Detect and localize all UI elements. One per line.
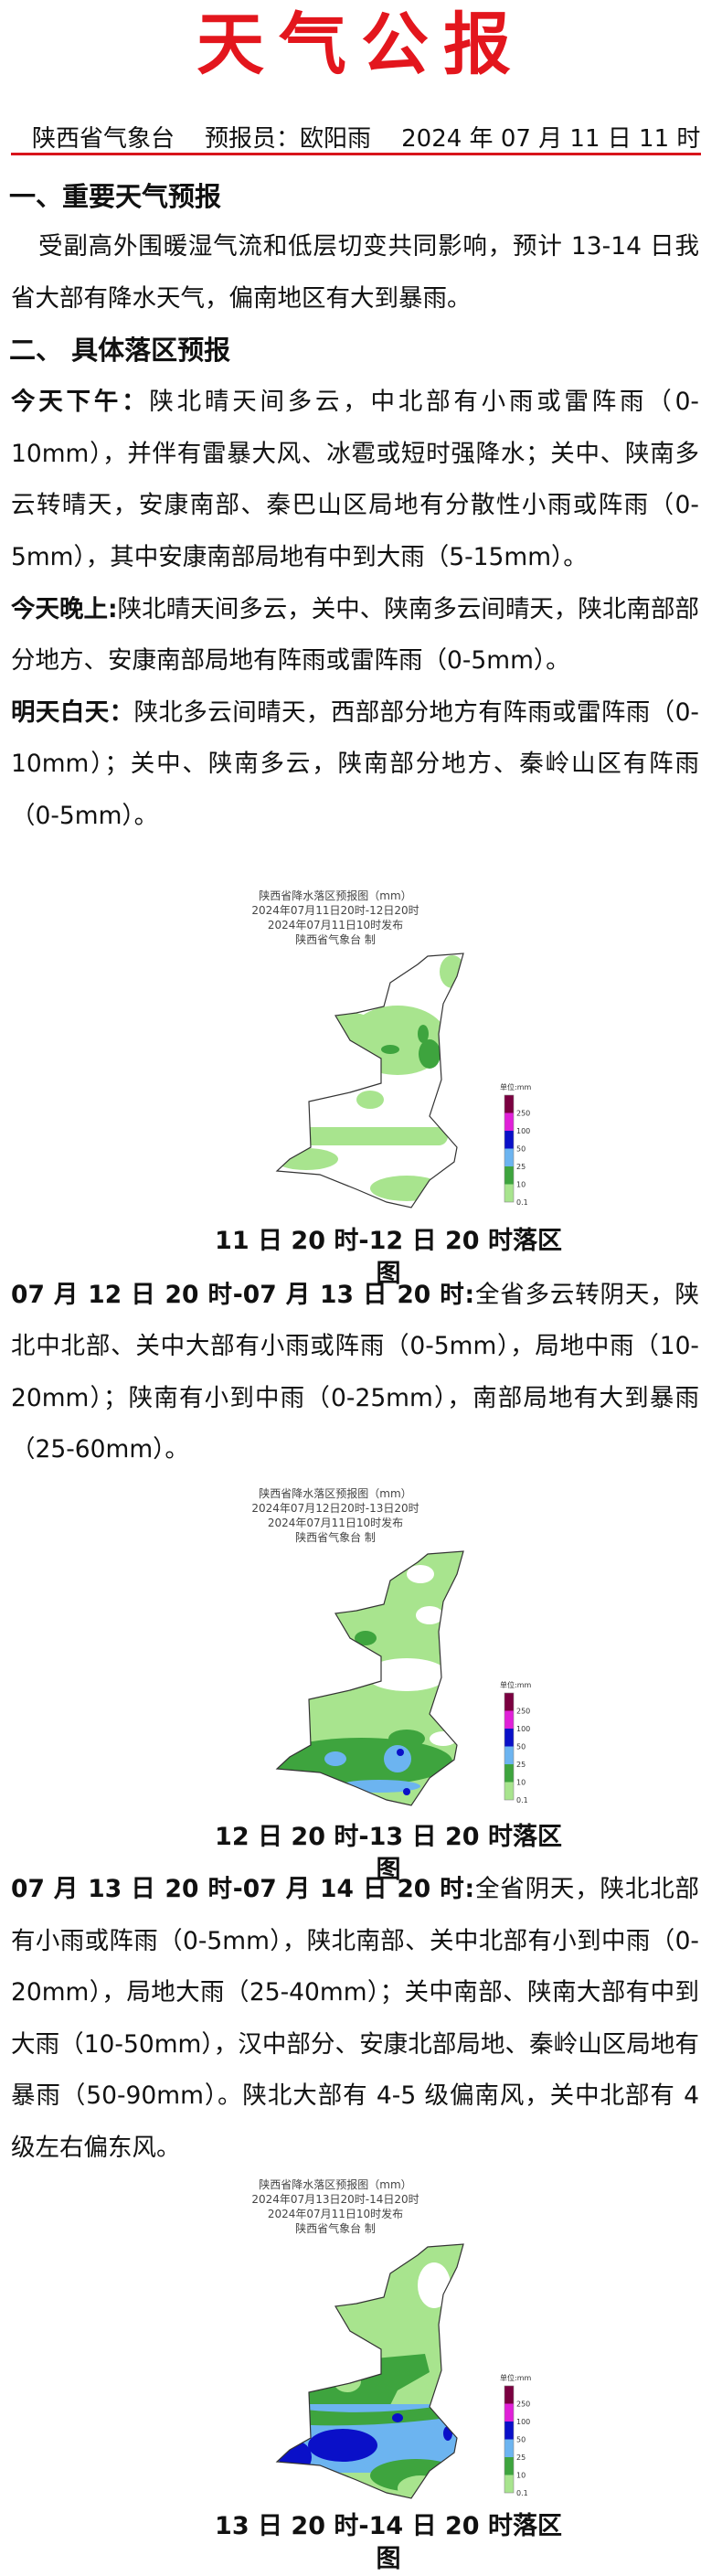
period-label: 07 月 13 日 20 时-07 月 14 日 20 时:	[11, 1874, 475, 1903]
legend-label: 25	[516, 1761, 526, 1769]
legend-swatch	[504, 1728, 514, 1747]
map-period: 2024年07月12日20时-13日20时	[251, 1501, 419, 1515]
legend-label: 10	[516, 1778, 526, 1786]
legend-label: 100	[516, 1127, 530, 1135]
period-label: 今天下午：	[11, 388, 150, 417]
map-maker: 陕西省气象台 制	[295, 2222, 376, 2236]
legend: 单位:mm 250 100 50 25 10 0.1	[500, 2373, 531, 2497]
map-maker: 陕西省气象台 制	[295, 1530, 376, 1544]
legend-label: 10	[516, 2472, 526, 2480]
period-today-afternoon: 今天下午：陕北晴天间多云，中北部有小雨或雷阵雨（0-10mm），并伴有雷暴大风、…	[11, 377, 699, 583]
legend-swatch	[504, 1782, 514, 1800]
legend: 单位:mm 250 100 50 25 10 0.1	[500, 1082, 531, 1207]
period-label: 明天白天：	[11, 697, 134, 727]
period-tomorrow-day: 明天白天：陕北多云间晴天，西部部分地方有阵雨或雷阵雨（0-10mm）；关中、陕南…	[11, 687, 699, 843]
legend-swatch	[504, 1166, 514, 1185]
legend-label: 250	[516, 1707, 530, 1715]
legend-border	[504, 1094, 515, 1202]
map3-caption: 13 日 20 时-14 日 20 时落区图	[215, 2512, 562, 2574]
period-12-13: 07 月 12 日 20 时-07 月 13 日 20 时:全省多云转阴天，陕北…	[11, 1270, 699, 1476]
map3-figure: 陕西省降水落区预报图（mm） 2024年07月13日20时-14日20时 202…	[0, 2177, 722, 2573]
legend-border	[504, 1692, 515, 1801]
legend-label: 0.1	[516, 1198, 528, 1207]
map-issued: 2024年07月11日10时发布	[267, 918, 404, 931]
map-issued: 2024年07月11日10时发布	[267, 1516, 404, 1529]
period-tonight: 今天晚上:陕北晴天间多云，关中、陕南多云间晴天，陕北南部部分地方、安康南部局地有…	[11, 584, 699, 687]
section2-heading: 二、 具体落区预报	[9, 335, 231, 367]
map3-header: 陕西省降水落区预报图（mm） 2024年07月13日20时-14日20时 202…	[198, 2177, 472, 2236]
map-maker: 陕西省气象台 制	[295, 932, 376, 946]
period-text: 陕北晴天间多云，中北部有小雨或雷阵雨（0-10mm），并伴有雷暴大风、冰雹或短时…	[11, 388, 699, 571]
legend-unit: 单位:mm	[500, 1680, 531, 1689]
period-13-14: 07 月 13 日 20 时-07 月 14 日 20 时:全省阴天，陕北北部有…	[11, 1864, 699, 2175]
legend-label: 50	[516, 1742, 526, 1751]
legend-label: 50	[516, 2436, 526, 2444]
legend-label: 0.1	[516, 2489, 528, 2497]
map1-caption: 11 日 20 时-12 日 20 时落区图	[215, 1226, 562, 1288]
map1-precipitation: 单位:mm 250 100 50 25 10 0.1	[276, 952, 531, 1208]
legend-label: 100	[516, 2418, 530, 2426]
section1-heading: 一、重要天气预报	[9, 181, 222, 212]
period-label: 07 月 12 日 20 时-07 月 13 日 20 时:	[11, 1280, 475, 1309]
legend-label: 0.1	[516, 1796, 528, 1804]
legend-swatch	[504, 2422, 514, 2440]
map2-precipitation: 单位:mm 250 100 50 25 10 0.1	[276, 1550, 531, 1806]
period-text: 全省阴天，陕北北部有小雨或阵雨（0-5mm），陕北南部、关中北部有小到中雨（0-…	[11, 1874, 700, 2162]
legend-swatch	[504, 2403, 514, 2422]
legend-swatch	[504, 1710, 514, 1729]
section1-text: 受副高外围暖湿气流和低层切变共同影响，预计 13-14 日我省大部有降水天气，偏…	[11, 232, 699, 313]
legend-swatch	[504, 1184, 514, 1202]
bulletin-title: 天气公报	[196, 5, 526, 84]
legend-swatch	[504, 2439, 514, 2458]
legend-unit: 单位:mm	[500, 1082, 531, 1091]
legend-swatch	[504, 2457, 514, 2475]
map2-caption: 12 日 20 时-13 日 20 时落区图	[215, 1822, 562, 1884]
period-label: 今天晚上:	[11, 594, 118, 623]
legend-label: 10	[516, 1180, 526, 1188]
period-text: 陕北多云间晴天，西部部分地方有阵雨或雷阵雨（0-10mm）；关中、陕南多云，陕南…	[11, 697, 699, 830]
legend-unit: 单位:mm	[500, 2373, 531, 2382]
map1-header: 陕西省降水落区预报图（mm） 2024年07月11日20时-12日20时 202…	[198, 889, 472, 947]
period-text: 全省多云转阴天，陕北中北部、关中大部有小雨或阵雨（0-5mm），局地中雨（10-…	[11, 1280, 700, 1464]
legend-swatch	[504, 1112, 514, 1131]
map-title: 陕西省降水落区预报图（mm）	[259, 2178, 412, 2192]
bulletin: 天气公报 陕西省气象台 预报员：欧阳雨 2024 年 07 月 11 日 11 …	[0, 4, 722, 2573]
map2-figure: 陕西省降水落区预报图（mm） 2024年07月12日20时-13日20时 202…	[0, 1486, 722, 1884]
legend-swatch	[504, 1094, 514, 1113]
legend-label: 25	[516, 1163, 526, 1171]
legend-swatch	[504, 2386, 514, 2404]
legend-swatch	[504, 1692, 514, 1711]
issuer-line: 陕西省气象台 预报员：欧阳雨 2024 年 07 月 11 日 11 时	[11, 126, 701, 155]
period-text: 陕北晴天间多云，关中、陕南多云间晴天，陕北南部部分地方、安康南部局地有阵雨或雷阵…	[11, 594, 699, 676]
map-issued: 2024年07月11日10时发布	[267, 2208, 404, 2221]
legend-swatch	[504, 1130, 514, 1149]
legend-swatch	[504, 1148, 514, 1166]
map3-precipitation: 单位:mm 250 100 50 25 10 0.1	[276, 2243, 531, 2500]
legend: 单位:mm 250 100 50 25 10 0.1	[500, 1680, 531, 1804]
legend-label: 25	[516, 2454, 526, 2462]
legend-swatch	[504, 1746, 514, 1764]
map-title: 陕西省降水落区预报图（mm）	[259, 889, 412, 902]
legend-label: 250	[516, 1109, 530, 1117]
legend-label: 50	[516, 1144, 526, 1153]
legend-label: 100	[516, 1725, 530, 1733]
map1-figure: 陕西省降水落区预报图（mm） 2024年07月11日20时-12日20时 202…	[0, 889, 722, 1288]
legend-label: 250	[516, 2400, 530, 2409]
map-period: 2024年07月11日20时-12日20时	[251, 903, 419, 917]
legend-swatch	[504, 1763, 514, 1783]
legend-swatch	[504, 2475, 514, 2494]
map-title: 陕西省降水落区预报图（mm）	[259, 1486, 412, 1500]
map-period: 2024年07月13日20时-14日20时	[251, 2193, 419, 2207]
map2-header: 陕西省降水落区预报图（mm） 2024年07月12日20时-13日20时 202…	[198, 1486, 472, 1545]
